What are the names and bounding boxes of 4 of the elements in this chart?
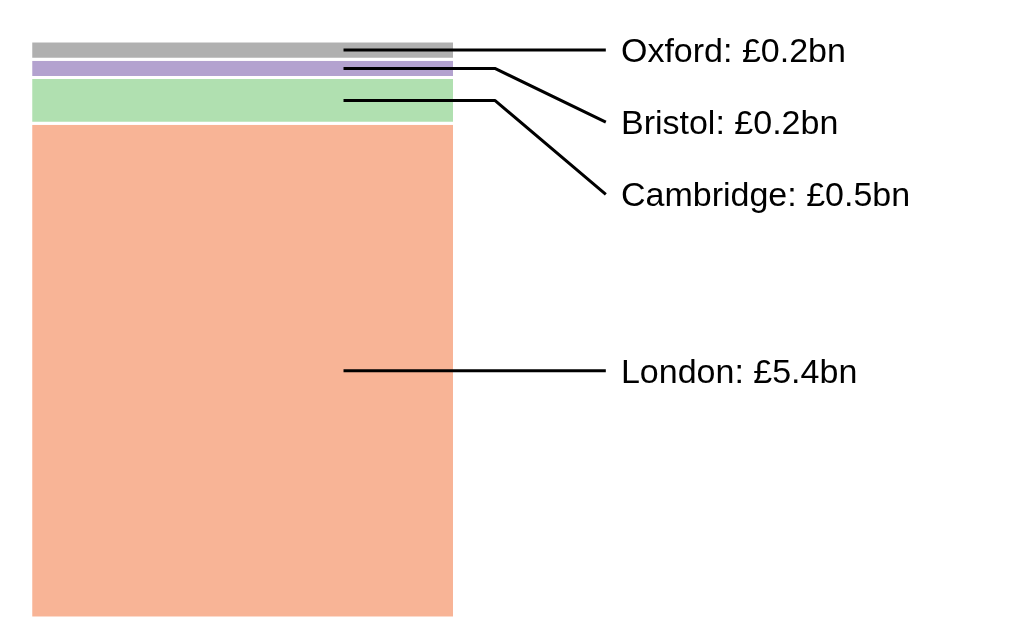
data-label: Bristol: £0.2bn	[620, 103, 839, 142]
data-label: London: £5.4bn	[620, 351, 858, 390]
data-label: Cambridge: £0.5bn	[620, 175, 911, 214]
data-label: Oxford: £0.2bn	[620, 31, 846, 70]
